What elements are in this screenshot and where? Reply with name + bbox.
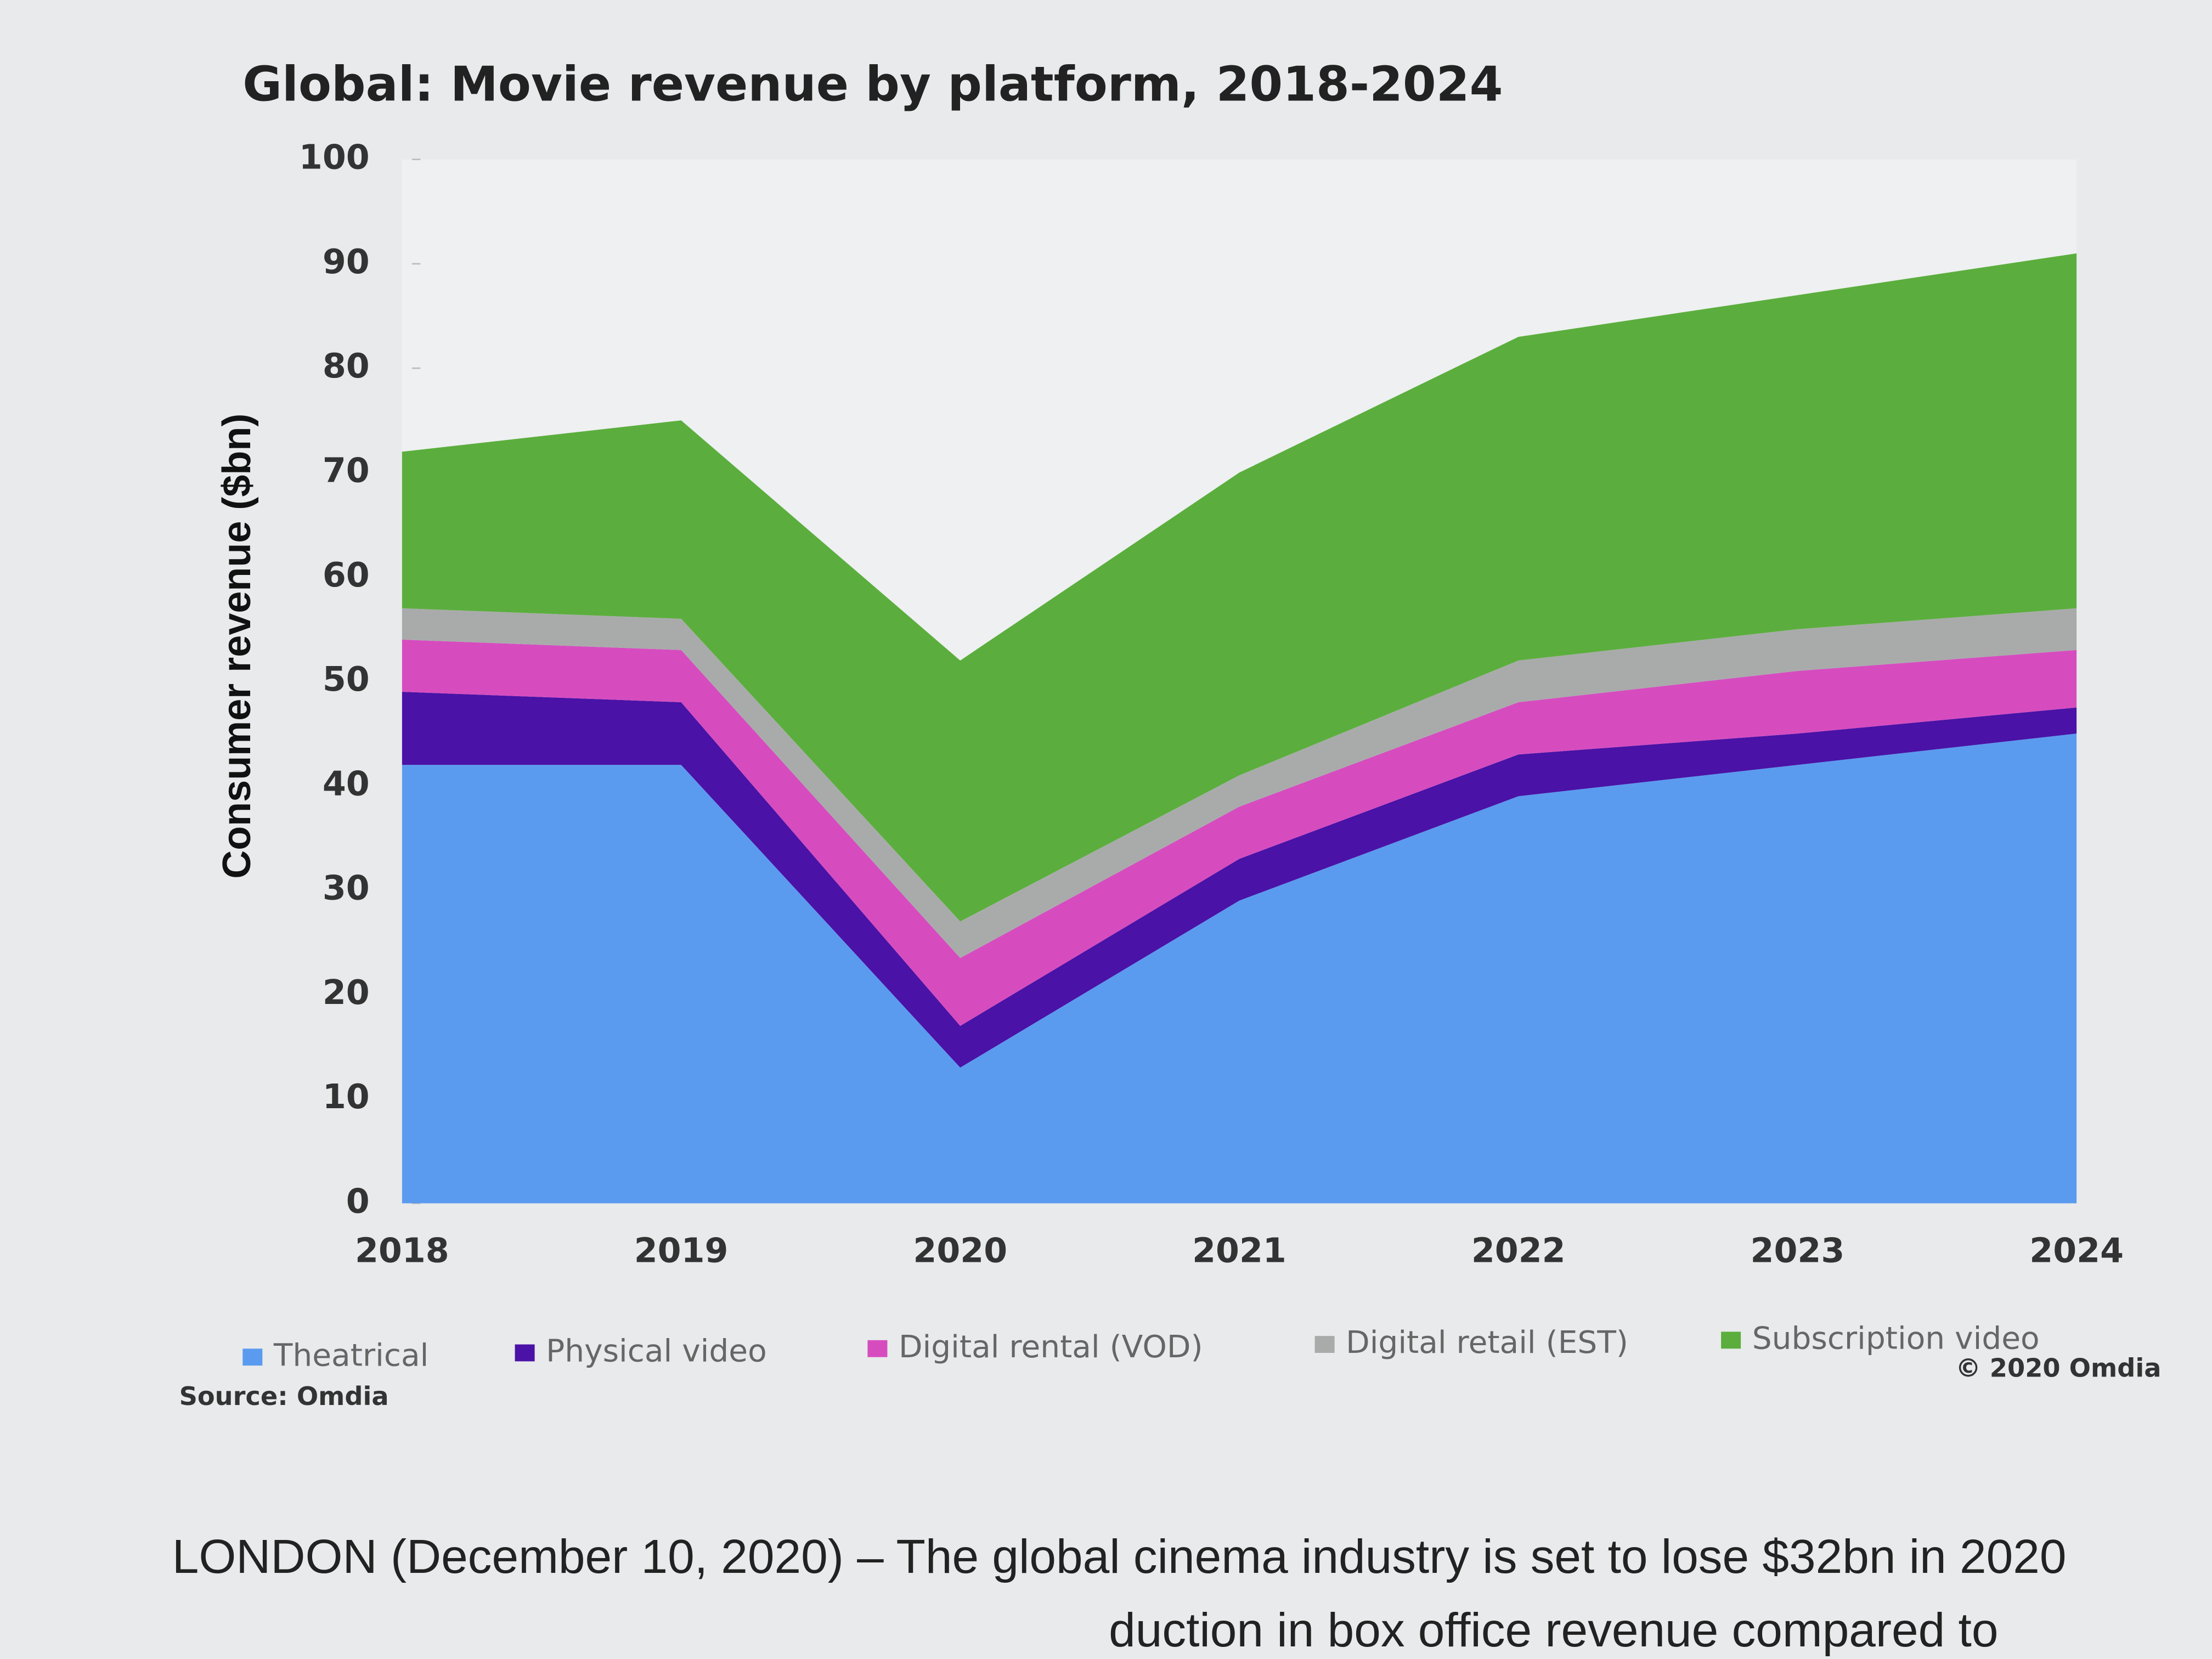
y-tick-label: 20 <box>323 973 370 1012</box>
legend-label: Theatrical <box>273 1337 428 1373</box>
y-tick-label: 30 <box>323 868 370 908</box>
area <box>402 253 2077 922</box>
legend-swatch <box>242 1348 263 1366</box>
x-tick-label: 2023 <box>1751 1231 1845 1271</box>
x-tick-label: 2019 <box>634 1231 729 1271</box>
source: Source: Omdia <box>179 1381 389 1411</box>
legend-swatch <box>867 1340 888 1357</box>
legend-label: Physical video <box>546 1333 767 1369</box>
legend-label: Subscription video <box>1752 1320 2040 1356</box>
y-tick-label: 0 <box>346 1182 370 1221</box>
copyright: © 2020 Omdia <box>1955 1353 2161 1383</box>
y-tick-label: 90 <box>323 242 370 281</box>
legend-swatch <box>1721 1331 1741 1349</box>
legend-swatch <box>515 1344 535 1362</box>
y-tick-label: 60 <box>323 555 370 595</box>
y-tick-label: 40 <box>323 764 370 803</box>
y-tick-label: 70 <box>323 451 370 490</box>
legend-label: Digital retail (EST) <box>1346 1324 1628 1361</box>
legend-label: Digital rental (VOD) <box>899 1329 1203 1365</box>
y-tick-label: 10 <box>323 1077 370 1116</box>
article-text: LONDON (December 10, 2020) – The global … <box>172 1530 2067 1583</box>
article-text: duction in box office revenue compared t… <box>1109 1603 1998 1657</box>
legend-swatch <box>1314 1336 1335 1353</box>
x-tick-label: 2020 <box>913 1231 1007 1271</box>
x-tick-label: 2022 <box>1471 1231 1566 1271</box>
area <box>402 639 2077 1026</box>
y-axis-label: Consumer revenue ($bn) <box>215 414 259 879</box>
x-tick-label: 2021 <box>1192 1231 1286 1271</box>
area <box>402 692 2077 1068</box>
x-tick-label: 2024 <box>2029 1231 2124 1271</box>
y-tick-label: 50 <box>323 659 370 699</box>
area <box>402 733 2077 1204</box>
chart-title: Global: Movie revenue by platform, 2018-… <box>242 56 1503 112</box>
x-tick-label: 2018 <box>355 1231 449 1271</box>
y-tick-label: 80 <box>323 346 370 386</box>
area <box>402 608 2077 958</box>
y-tick-label: 100 <box>299 138 370 177</box>
plot: 0 10 20 30 40 50 60 70 80 90 100 2018 2019 2020 2021 20… <box>299 138 2124 1271</box>
